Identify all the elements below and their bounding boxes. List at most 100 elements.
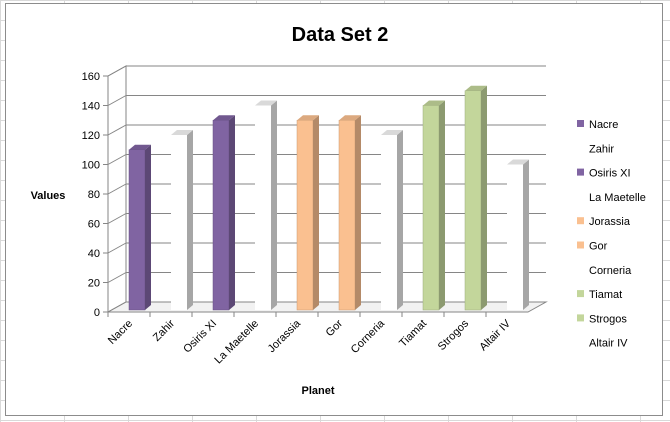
y-tick-label: 80: [88, 189, 100, 201]
legend-swatch: [577, 338, 584, 346]
legend-swatch: [577, 265, 584, 273]
y-axis-ticks: 0 20 40 60 80 100 120 140 160: [82, 71, 100, 319]
bar-side: [229, 115, 235, 310]
bar-strogos: [464, 85, 487, 311]
legend-entry: Corneria: [577, 265, 632, 277]
legend-label: Jorassia: [589, 216, 631, 228]
bar-front: [296, 120, 314, 311]
bar-side: [397, 130, 403, 310]
legend-entry: Jorassia: [577, 216, 631, 228]
legend-swatch: [577, 314, 584, 322]
legend-entry: Zahir: [577, 143, 614, 155]
chart-title: Data Set 2: [292, 24, 389, 46]
bar-top: [381, 130, 403, 135]
bar-la-maetelle: [255, 100, 277, 310]
legend-label: La Maetelle: [589, 192, 646, 204]
legend-swatch: [577, 120, 584, 127]
legend-label: Corneria: [589, 265, 632, 277]
bar-front: [212, 120, 230, 311]
bar-side: [355, 115, 361, 310]
legend-entry: Nacre: [577, 119, 618, 131]
legend-entry: La Maetelle: [577, 192, 646, 204]
bar-front: [128, 149, 146, 311]
legend-swatch: [577, 144, 584, 152]
gridline-side: [107, 124, 127, 136]
legend-swatch: [577, 217, 584, 225]
bar-side: [523, 159, 529, 310]
bar-altair-iv: [507, 159, 529, 310]
bar-top: [423, 100, 445, 106]
bar-front: [464, 90, 482, 311]
legend-label: Osiris XI: [589, 168, 631, 180]
gridline-side: [107, 301, 127, 313]
bar-front: [381, 135, 397, 310]
x-tick-label: Nacre: [106, 318, 135, 347]
legend-entry: Altair IV: [577, 338, 628, 350]
x-tick-label: Tiamat: [397, 318, 429, 350]
legend-label: Zahir: [589, 143, 614, 155]
bar-front: [171, 135, 187, 310]
bar-jorassia: [296, 115, 319, 311]
y-tick-label: 100: [82, 160, 100, 172]
bar-top: [171, 130, 193, 135]
legend-label: Tiamat: [589, 289, 622, 301]
legend-swatch: [577, 192, 584, 200]
bar-side: [313, 115, 319, 310]
legend: Nacre Zahir Osiris XI La Maetelle Jorassia Go…: [577, 119, 646, 350]
y-tick-label: 160: [82, 71, 100, 83]
legend-label: Altair IV: [589, 338, 628, 350]
legend-entry: Osiris XI: [577, 168, 631, 180]
x-tick-label: Jorassia: [266, 317, 304, 355]
legend-swatch: [577, 241, 584, 249]
gridline-side: [107, 95, 127, 106]
bar-tiamat: [422, 100, 445, 311]
gridline-side: [107, 154, 127, 165]
bar-front: [338, 120, 356, 311]
y-tick-label: 140: [82, 101, 100, 113]
y-tick-label: 120: [82, 130, 100, 142]
y-tick-label: 0: [94, 307, 100, 319]
gridline-side: [107, 65, 127, 77]
x-tick-label: La Maetelle: [212, 318, 261, 367]
bars: [128, 85, 529, 311]
gridline-side: [107, 213, 127, 224]
legend-label: Strogos: [589, 313, 627, 325]
bar-gor: [338, 115, 361, 311]
x-tick-label: Zahir: [151, 317, 177, 343]
bar-side: [439, 100, 445, 310]
bar-top: [129, 144, 151, 150]
gridline-side: [107, 183, 127, 195]
bar-front: [507, 164, 523, 310]
bar-side: [481, 85, 487, 310]
bar-top: [297, 115, 319, 121]
y-tick-label: 20: [88, 278, 100, 290]
gridline-side: [107, 242, 127, 254]
bar-zahir: [171, 130, 193, 310]
legend-swatch: [577, 168, 584, 176]
x-tick-label: Strogos: [436, 317, 472, 353]
x-tick-label: Osiris XI: [181, 318, 219, 356]
bar-top: [213, 115, 235, 121]
gridline-side: [107, 272, 127, 283]
y-tick-label: 60: [88, 219, 100, 231]
chart-area[interactable]: Data Set 2 Values Planet 0 20 40 60 80 100 120…: [5, 3, 663, 416]
legend-label: Gor: [589, 241, 608, 253]
bar-nacre: [128, 144, 151, 311]
bar-front: [255, 105, 271, 310]
y-axis-title: Values: [31, 190, 66, 202]
bar-top: [507, 159, 529, 165]
x-tick-label: Altair IV: [477, 317, 513, 353]
bar-top: [339, 115, 361, 121]
x-axis-title: Planet: [301, 385, 334, 397]
bar-side: [187, 130, 193, 310]
legend-entry: Tiamat: [577, 289, 622, 301]
bar-chart: Data Set 2 Values Planet 0 20 40 60 80 100 120…: [31, 24, 646, 397]
legend-swatch: [577, 290, 584, 298]
x-tick-label: Gor: [324, 317, 346, 339]
y-tick-label: 40: [88, 248, 100, 260]
bar-side: [145, 144, 151, 310]
bar-front: [422, 105, 440, 311]
legend-entry: Strogos: [577, 313, 627, 325]
